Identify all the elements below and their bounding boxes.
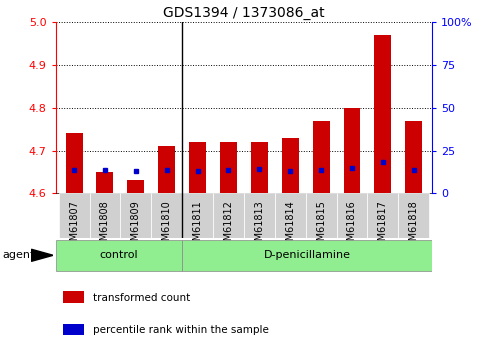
Bar xyxy=(182,193,213,238)
Bar xyxy=(251,142,268,193)
Bar xyxy=(306,193,337,238)
Text: GSM61816: GSM61816 xyxy=(347,200,357,253)
Text: control: control xyxy=(99,250,138,260)
Text: GSM61810: GSM61810 xyxy=(162,200,172,253)
Bar xyxy=(337,193,368,238)
Bar xyxy=(58,193,89,238)
Bar xyxy=(128,180,144,193)
Text: transformed count: transformed count xyxy=(93,293,190,303)
Text: GSM61818: GSM61818 xyxy=(409,200,419,253)
Bar xyxy=(313,121,329,193)
Bar xyxy=(120,193,151,238)
Bar xyxy=(97,172,114,193)
Text: GSM61815: GSM61815 xyxy=(316,200,326,253)
Bar xyxy=(220,142,237,193)
Bar xyxy=(405,121,422,193)
Bar xyxy=(282,138,298,193)
Bar xyxy=(63,324,84,335)
Bar xyxy=(158,146,175,193)
Text: GSM61813: GSM61813 xyxy=(255,200,264,253)
Bar xyxy=(398,193,429,238)
Text: D-penicillamine: D-penicillamine xyxy=(264,250,351,260)
Text: GSM61814: GSM61814 xyxy=(285,200,295,253)
Text: GSM61807: GSM61807 xyxy=(69,200,79,253)
Text: GSM61817: GSM61817 xyxy=(378,200,388,253)
Bar xyxy=(182,240,432,271)
Bar xyxy=(89,193,120,238)
Text: GSM61812: GSM61812 xyxy=(224,200,233,253)
Bar xyxy=(189,142,206,193)
Bar xyxy=(56,240,182,271)
Text: agent: agent xyxy=(2,250,35,260)
Polygon shape xyxy=(31,249,53,262)
Bar xyxy=(244,193,275,238)
Bar xyxy=(213,193,244,238)
Text: GSM61808: GSM61808 xyxy=(100,200,110,253)
Title: GDS1394 / 1373086_at: GDS1394 / 1373086_at xyxy=(163,6,325,20)
Bar xyxy=(63,291,84,303)
Bar xyxy=(275,193,306,238)
Text: GSM61809: GSM61809 xyxy=(131,200,141,253)
Text: GSM61811: GSM61811 xyxy=(193,200,202,253)
Bar xyxy=(343,108,360,193)
Bar xyxy=(151,193,182,238)
Text: percentile rank within the sample: percentile rank within the sample xyxy=(93,325,269,335)
Bar xyxy=(66,134,83,193)
Bar xyxy=(368,193,398,238)
Bar xyxy=(374,35,391,193)
